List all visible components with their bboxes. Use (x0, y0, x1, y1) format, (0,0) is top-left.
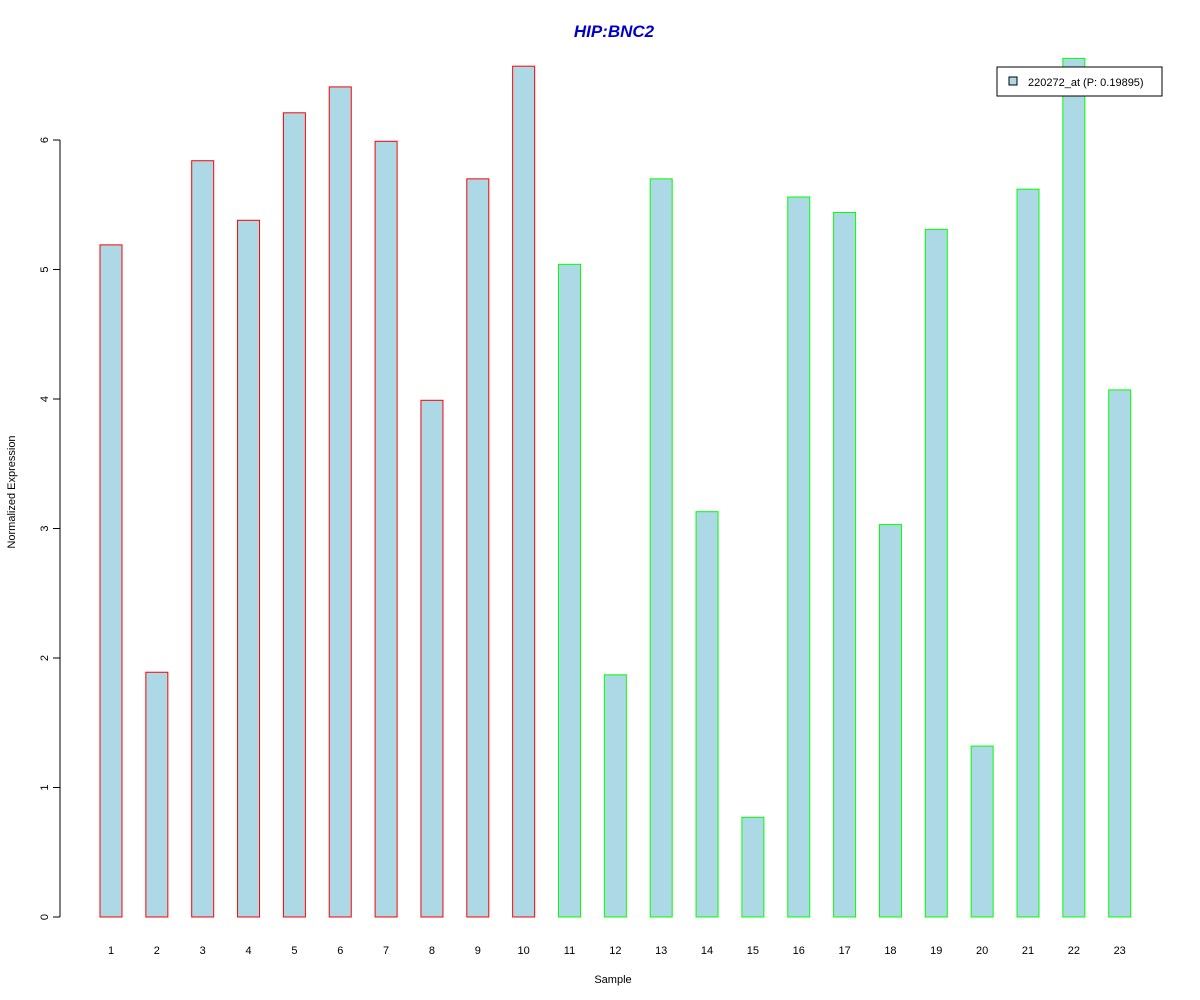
bar-sample-4 (237, 219, 261, 918)
bar-sample-5 (282, 112, 306, 918)
bar-sample-22 (1062, 57, 1086, 918)
x-tick-label: 14 (701, 945, 713, 957)
bar-sample-16 (787, 196, 811, 918)
x-tick-label: 5 (291, 945, 297, 957)
y-tick-label: 6 (39, 137, 51, 143)
bar-sample-2 (145, 671, 169, 918)
y-tick-label: 3 (39, 525, 51, 531)
x-tick-label: 16 (793, 945, 805, 957)
legend-swatch (1008, 76, 1018, 86)
bar-sample-13 (649, 178, 673, 918)
x-tick-label: 13 (655, 945, 667, 957)
legend-box (996, 66, 1163, 97)
bar-sample-1 (99, 244, 123, 918)
x-tick-label: 1 (108, 945, 114, 957)
y-axis: 0 1 2 3 4 5 6 (39, 137, 61, 920)
x-tick-labels: 1 2 3 4 5 6 7 8 9 10 11 12 13 14 15 16 17 18 19 20 21 22 23 (108, 945, 1126, 957)
x-tick-label: 20 (976, 945, 988, 957)
y-tick-label: 0 (39, 914, 51, 920)
bar-sample-20 (970, 745, 994, 918)
x-tick-label: 4 (245, 945, 251, 957)
x-tick-label: 22 (1068, 945, 1080, 957)
bar-sample-21 (1016, 188, 1040, 918)
x-tick-label: 17 (838, 945, 850, 957)
bar-sample-23 (1108, 389, 1132, 918)
y-tick-label: 2 (39, 655, 51, 661)
bar-sample-6 (328, 86, 352, 918)
bar-sample-7 (374, 140, 398, 918)
chart-title: HIP:BNC2 (574, 22, 655, 41)
bar-sample-15 (741, 816, 765, 918)
bar-sample-3 (191, 160, 215, 918)
legend-label: 220272_at (P: 0.19895) (1028, 77, 1144, 89)
bars (99, 57, 1132, 918)
bar-sample-10 (512, 65, 536, 918)
x-tick-label: 7 (383, 945, 389, 957)
x-axis-label: Sample (594, 974, 631, 986)
bar-sample-18 (878, 524, 902, 918)
x-tick-label: 10 (518, 945, 530, 957)
x-tick-label: 21 (1022, 945, 1034, 957)
y-tick-label: 1 (39, 784, 51, 790)
bar-sample-8 (420, 399, 444, 918)
x-tick-label: 19 (930, 945, 942, 957)
bar-sample-19 (924, 228, 948, 918)
x-tick-label: 6 (337, 945, 343, 957)
x-tick-label: 9 (475, 945, 481, 957)
y-tick-label: 5 (39, 266, 51, 272)
y-tick-label: 4 (39, 396, 51, 402)
bar-sample-11 (558, 263, 581, 918)
x-tick-label: 8 (429, 945, 435, 957)
bar-sample-14 (695, 511, 719, 918)
x-tick-label: 15 (747, 945, 759, 957)
bar-sample-12 (603, 674, 627, 918)
x-tick-label: 3 (200, 945, 206, 957)
y-axis-label: Normalized Expression (6, 435, 18, 548)
x-tick-label: 18 (884, 945, 896, 957)
x-tick-label: 11 (564, 945, 575, 957)
x-tick-label: 2 (154, 945, 160, 957)
bar-sample-9 (466, 178, 490, 918)
x-tick-label: 23 (1114, 945, 1126, 957)
x-tick-label: 12 (609, 945, 621, 957)
bar-sample-17 (833, 212, 857, 918)
legend: 220272_at (P: 0.19895) (996, 66, 1163, 97)
